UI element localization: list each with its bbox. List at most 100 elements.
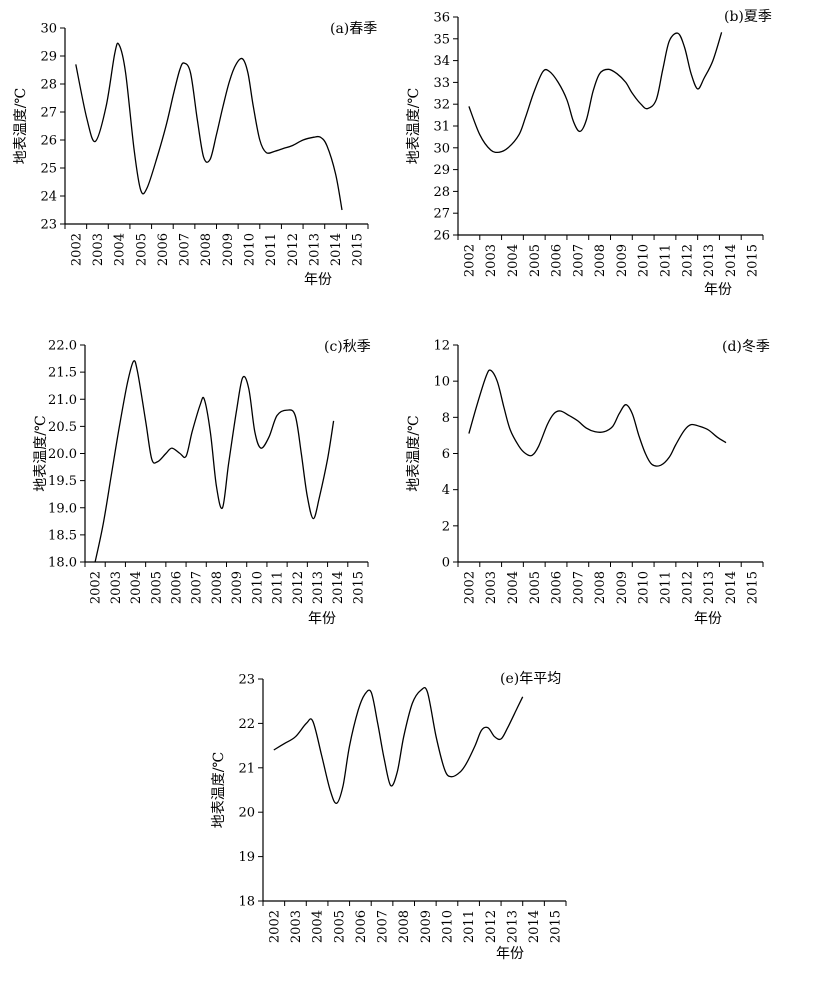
- y-tick-label: 20: [238, 806, 255, 821]
- panel-title: (b)夏季: [724, 9, 772, 25]
- y-tick-label: 0: [442, 556, 450, 571]
- y-tick-label: 19.5: [48, 474, 77, 489]
- y-tick-label: 24: [40, 190, 57, 205]
- x-tick-label: 2013: [702, 571, 717, 604]
- x-axis-label: 年份: [304, 272, 332, 288]
- x-tick-label: 2010: [440, 910, 455, 943]
- y-tick-label: 21: [238, 761, 255, 776]
- x-tick-label: 2002: [69, 233, 84, 266]
- x-tick-label: 2012: [680, 571, 695, 604]
- x-tick-label: 2014: [331, 571, 346, 604]
- x-axis-label: 年份: [496, 946, 524, 962]
- x-tick-label: 2008: [397, 910, 412, 943]
- y-axis-label: 地表温度/℃: [211, 752, 227, 828]
- x-tick-label: 2014: [724, 571, 739, 604]
- x-tick-label: 2003: [109, 571, 124, 604]
- y-tick-label: 32: [433, 98, 450, 113]
- series-line-0: [468, 32, 723, 154]
- x-axis-label: 年份: [308, 611, 336, 627]
- panel-title: (a)春季: [330, 21, 377, 37]
- x-tick-label: 2006: [169, 571, 184, 604]
- x-tick-label: 2002: [267, 910, 282, 943]
- y-axis-label: 地表温度/℃: [13, 88, 29, 164]
- x-tick-label: 2009: [615, 571, 630, 604]
- y-tick-label: 23: [238, 673, 255, 688]
- x-tick-label: 2010: [637, 244, 652, 277]
- x-tick-label: 2006: [550, 244, 565, 277]
- x-tick-label: 2011: [271, 571, 286, 604]
- x-tick-label: 2007: [178, 233, 193, 266]
- y-tick-label: 23: [40, 218, 57, 233]
- x-tick-label: 2012: [286, 233, 301, 266]
- x-tick-label: 2004: [506, 244, 521, 277]
- x-axis-label: 年份: [704, 282, 732, 298]
- x-tick-label: 2014: [329, 233, 344, 266]
- x-tick-label: 2004: [129, 571, 144, 604]
- x-tick-label: 2003: [484, 244, 499, 277]
- series-line-0: [75, 42, 343, 211]
- x-tick-label: 2011: [658, 571, 673, 604]
- y-tick-label: 35: [433, 32, 450, 47]
- y-tick-label: 18.5: [48, 528, 77, 543]
- x-tick-label: 2011: [658, 244, 673, 277]
- panel-title: (e)年平均: [500, 671, 561, 687]
- x-tick-label: 2006: [354, 910, 369, 943]
- y-tick-label: 20.0: [48, 447, 77, 462]
- y-tick-label: 12: [433, 339, 450, 354]
- y-tick-label: 2: [442, 519, 450, 534]
- y-tick-label: 27: [40, 106, 57, 121]
- x-tick-label: 2015: [351, 571, 366, 604]
- x-tick-label: 2013: [702, 244, 717, 277]
- x-tick-label: 2004: [113, 233, 128, 266]
- x-tick-label: 2015: [351, 233, 366, 266]
- x-tick-label: 2005: [134, 233, 149, 266]
- x-tick-label: 2009: [230, 571, 245, 604]
- y-tick-label: 26: [40, 134, 57, 149]
- x-tick-label: 2002: [89, 571, 104, 604]
- y-tick-label: 31: [433, 120, 450, 135]
- series-line-0: [468, 369, 727, 467]
- x-tick-label: 2013: [307, 233, 322, 266]
- x-tick-label: 2013: [505, 910, 520, 943]
- y-tick-label: 29: [433, 163, 450, 178]
- x-tick-label: 2014: [527, 910, 542, 943]
- y-tick-label: 27: [433, 207, 450, 222]
- x-tick-label: 2013: [311, 571, 326, 604]
- chart-panel-3: 0 2 4 6 8 10 12 2002 2003 2004 2005 2006 2007 2008 200…: [406, 339, 770, 628]
- series-line-0: [273, 686, 524, 804]
- x-tick-label: 2005: [149, 571, 164, 604]
- x-tick-label: 2008: [593, 571, 608, 604]
- y-tick-label: 28: [433, 185, 450, 200]
- x-tick-label: 2009: [419, 910, 434, 943]
- x-tick-label: 2005: [528, 244, 543, 277]
- y-tick-label: 28: [40, 78, 57, 93]
- x-axis-label: 年份: [694, 611, 722, 627]
- x-tick-label: 2007: [571, 244, 586, 277]
- panel-title: (c)秋季: [324, 339, 371, 355]
- y-axis-label: 地表温度/℃: [406, 415, 422, 491]
- y-axis-label: 地表温度/℃: [33, 415, 49, 491]
- x-tick-label: 2015: [746, 571, 761, 604]
- x-tick-label: 2015: [549, 910, 564, 943]
- x-tick-label: 2007: [571, 571, 586, 604]
- x-tick-label: 2009: [615, 244, 630, 277]
- x-tick-label: 2011: [462, 910, 477, 943]
- x-tick-label: 2010: [637, 571, 652, 604]
- chart-panel-0: 23 24 25 26 27 28 29 30 2002 2003 2004 2005 2006 2007…: [13, 21, 377, 288]
- panel-title: (d)冬季: [722, 339, 770, 355]
- x-tick-label: 2006: [156, 233, 171, 266]
- x-tick-label: 2012: [484, 910, 499, 943]
- x-tick-label: 2015: [746, 244, 761, 277]
- x-tick-label: 2008: [199, 233, 214, 266]
- series-line-0: [94, 360, 335, 563]
- x-tick-label: 2005: [332, 910, 347, 943]
- chart-panel-2: 18.0 18.5 19.0 19.5 20.0 20.5 21.0 21.5 22.0 2002…: [33, 339, 371, 628]
- x-tick-label: 2012: [291, 571, 306, 604]
- x-tick-label: 2008: [593, 244, 608, 277]
- y-tick-label: 18.0: [48, 556, 77, 571]
- y-tick-label: 25: [40, 162, 57, 177]
- x-tick-label: 2006: [550, 571, 565, 604]
- y-tick-label: 21.0: [48, 393, 77, 408]
- y-tick-label: 33: [433, 76, 450, 91]
